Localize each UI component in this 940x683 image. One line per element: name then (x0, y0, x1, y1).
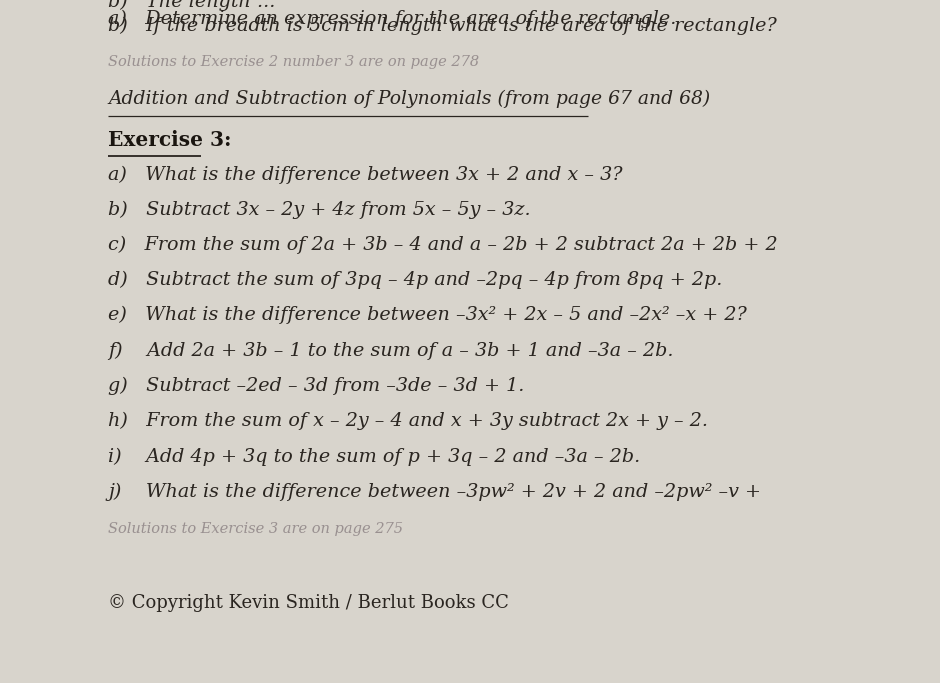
Text: Solutions to Exercise 2 number 3 are on page 278: Solutions to Exercise 2 number 3 are on … (108, 55, 479, 68)
Text: © Copyright Kevin Smith / Berlut Books CC: © Copyright Kevin Smith / Berlut Books C… (108, 594, 509, 612)
Text: b)   The length ...: b) The length ... (108, 0, 275, 12)
Text: j)    What is the difference between –3pw² + 2v + 2 and –2pw² –v +: j) What is the difference between –3pw² … (108, 483, 761, 501)
Text: c)   From the sum of 2a + 3b – 4 and a – 2b + 2 subtract 2a + 2b + 2: c) From the sum of 2a + 3b – 4 and a – 2… (108, 236, 777, 254)
Text: h)   From the sum of x – 2y – 4 and x + 3y subtract 2x + y – 2.: h) From the sum of x – 2y – 4 and x + 3y… (108, 412, 708, 430)
Text: a)   Determine an expression for the area of the rectangle.: a) Determine an expression for the area … (108, 10, 677, 29)
Text: f)    Add 2a + 3b – 1 to the sum of a – 3b + 1 and –3a – 2b.: f) Add 2a + 3b – 1 to the sum of a – 3b … (108, 342, 674, 360)
Text: g)   Subtract –2ed – 3d from –3de – 3d + 1.: g) Subtract –2ed – 3d from –3de – 3d + 1… (108, 377, 525, 395)
Text: Addition and Subtraction of Polynomials (from page 67 and 68): Addition and Subtraction of Polynomials … (108, 90, 711, 109)
Text: b)   If the breadth is 5cm in length what is the area of the rectangle?: b) If the breadth is 5cm in length what … (108, 17, 776, 36)
Text: i)    Add 4p + 3q to the sum of p + 3q – 2 and –3a – 2b.: i) Add 4p + 3q to the sum of p + 3q – 2 … (108, 447, 640, 466)
Text: d)   Subtract the sum of 3pq – 4p and –2pq – 4p from 8pq + 2p.: d) Subtract the sum of 3pq – 4p and –2pq… (108, 271, 723, 290)
Text: Exercise 3:: Exercise 3: (108, 130, 231, 150)
Text: e)   What is the difference between –3x² + 2x – 5 and –2x² –x + 2?: e) What is the difference between –3x² +… (108, 306, 747, 324)
Text: a)   What is the difference between 3x + 2 and x – 3?: a) What is the difference between 3x + 2… (108, 165, 622, 184)
Text: Solutions to Exercise 3 are on page 275: Solutions to Exercise 3 are on page 275 (108, 522, 403, 536)
Text: b)   Subtract 3x – 2y + 4z from 5x – 5y – 3z.: b) Subtract 3x – 2y + 4z from 5x – 5y – … (108, 201, 531, 219)
